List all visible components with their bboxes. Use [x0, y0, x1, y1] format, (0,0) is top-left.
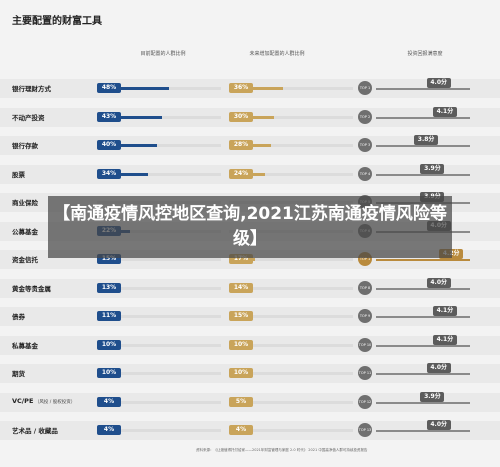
future-track: [229, 144, 353, 147]
current-track: [97, 400, 221, 404]
row-label: 银行存款: [12, 142, 38, 150]
satisfaction-value-label: 4.1分: [432, 306, 457, 316]
satisfaction-value-label: 3.8分: [414, 135, 439, 145]
satisfaction-value-label: 4.1分: [432, 334, 457, 345]
future-value-label: 10%: [229, 368, 253, 378]
row-label: 黄金等贵金属: [12, 284, 51, 293]
row-label: 商业保险: [12, 199, 38, 207]
future-track: [229, 343, 353, 347]
future-value-label: 28%: [229, 140, 253, 150]
current-track: [97, 315, 221, 318]
current-track: [97, 172, 221, 176]
current-value-label: 34%: [97, 168, 121, 179]
current-track: [97, 429, 221, 432]
future-track: [229, 258, 353, 261]
current-value-label: 40%: [97, 140, 121, 150]
rank-badge: TOP 8: [358, 280, 372, 295]
rank-badge: TOP 9: [358, 309, 372, 323]
row-label: 资金信托: [12, 256, 38, 264]
current-track: [97, 258, 221, 261]
current-track: [97, 286, 221, 290]
row-label: 私募基金: [12, 341, 38, 350]
satisfaction-value-label: 4.0分: [426, 277, 451, 288]
current-value-label: 10%: [97, 368, 121, 378]
satisfaction-track: [376, 430, 470, 432]
current-track: [97, 372, 221, 375]
future-track: [229, 315, 353, 318]
future-value-label: 30%: [229, 111, 253, 122]
future-track: [229, 87, 353, 90]
current-value-label: 11%: [97, 311, 121, 321]
row-label: 股票: [12, 170, 25, 179]
satisfaction-track: [376, 316, 470, 318]
satisfaction-track: [376, 173, 470, 176]
current-value-label: 13%: [97, 282, 121, 293]
rank-badge: TOP 4: [358, 166, 372, 181]
source-note: 资料来源：《让渡值得托付给家——2021年财富管理与家庭 2.0 时代》 202…: [196, 448, 368, 452]
satisfaction-track: [376, 88, 470, 90]
row-label-note: （风投 / 股权投资）: [33, 399, 76, 405]
page-title: 主要配置的财富工具: [12, 16, 102, 27]
future-value-label: 14%: [229, 282, 253, 293]
rank-badge: TOP 12: [358, 394, 372, 409]
row-label: VC/PE （风投 / 股权投资）: [12, 396, 76, 405]
future-value-label: 4%: [229, 425, 253, 435]
satisfaction-value-label: 3.9分: [420, 391, 445, 402]
future-value-label: 24%: [229, 168, 253, 179]
future-value-label: 5%: [229, 396, 253, 407]
header-current: 目前配置的人群比例: [140, 51, 186, 57]
header-future: 未来增加配置的人群比例: [249, 51, 305, 57]
future-value-label: 36%: [229, 83, 253, 93]
rank-badge: TOP 11: [358, 366, 372, 380]
satisfaction-value-label: 4.0分: [426, 78, 451, 88]
current-value-label: 10%: [97, 339, 121, 350]
current-bar: [97, 115, 162, 119]
row-label: 艺术品 / 收藏品: [12, 427, 58, 435]
current-value-label: 4%: [97, 396, 121, 407]
current-value-label: 15%: [97, 254, 121, 264]
title-overlay: [48, 196, 452, 258]
current-value-label: 43%: [97, 111, 121, 122]
future-track: [229, 400, 353, 404]
satisfaction-track: [376, 116, 470, 119]
rank-badge: TOP 13: [358, 423, 372, 437]
satisfaction-value-label: 4.0分: [426, 363, 451, 373]
satisfaction-track: [376, 259, 470, 261]
satisfaction-value-label: 3.9分: [420, 163, 445, 174]
current-bar: [97, 172, 148, 176]
current-value-label: 48%: [97, 83, 121, 93]
future-bar: [229, 87, 283, 90]
future-value-label: 17%: [229, 254, 253, 264]
satisfaction-track: [376, 344, 470, 347]
row-label: 银行理财方式: [12, 85, 51, 93]
row-label: 期货: [12, 370, 25, 378]
row-label: 债券: [12, 313, 25, 321]
rank-badge: TOP 2: [358, 109, 372, 124]
row-label: 公募基金: [12, 227, 38, 236]
header-satisfaction: 投资回报满意度: [407, 51, 443, 57]
satisfaction-track: [376, 373, 470, 375]
future-track: [229, 172, 353, 176]
satisfaction-track: [376, 145, 470, 147]
satisfaction-track: [376, 401, 470, 404]
future-track: [229, 115, 353, 119]
rank-badge: TOP 3: [358, 138, 372, 152]
future-track: [229, 286, 353, 290]
row-label: 不动产投资: [12, 113, 45, 122]
satisfaction-value-label: 4.1分: [432, 106, 457, 117]
rank-badge: TOP 1: [358, 81, 372, 95]
future-value-label: 10%: [229, 339, 253, 350]
future-track: [229, 429, 353, 432]
future-value-label: 15%: [229, 311, 253, 321]
current-track: [97, 144, 221, 147]
satisfaction-track: [376, 287, 470, 290]
current-track: [97, 343, 221, 347]
future-track: [229, 372, 353, 375]
rank-badge: TOP 10: [358, 337, 372, 352]
overlay-title: 【南通疫情风控地区查询,2021江苏南通疫情风险等级】: [53, 204, 447, 249]
current-value-label: 4%: [97, 425, 121, 435]
satisfaction-value-label: 4.0分: [426, 420, 451, 430]
current-bar: [97, 144, 157, 147]
current-bar: [97, 87, 169, 90]
